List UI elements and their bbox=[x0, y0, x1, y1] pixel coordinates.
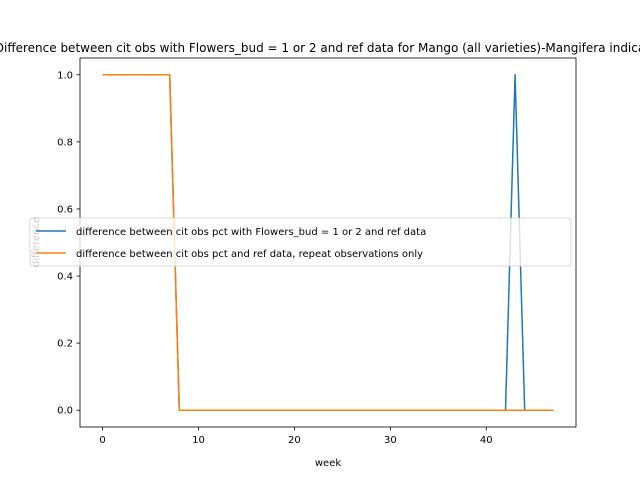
x-axis-ticks: 0 10 20 30 40 bbox=[99, 427, 493, 446]
x-tick-label: 30 bbox=[384, 435, 397, 446]
y-tick-label: 1.0 bbox=[57, 70, 73, 81]
chart-title: Difference between cit obs with Flowers_… bbox=[0, 41, 640, 55]
y-tick-label: 0.2 bbox=[57, 339, 73, 350]
y-tick-label: 0.8 bbox=[57, 137, 73, 148]
series-layer bbox=[102, 74, 554, 411]
legend-label-1: difference between cit obs pct with Flow… bbox=[76, 227, 426, 238]
y-tick-label: 0.4 bbox=[57, 272, 73, 283]
y-tick-label: 0.6 bbox=[57, 204, 73, 215]
x-tick-label: 20 bbox=[288, 435, 301, 446]
legend: difference between cit obs pct with Flow… bbox=[29, 217, 572, 267]
x-tick-label: 10 bbox=[192, 435, 205, 446]
x-tick-label: 0 bbox=[99, 435, 105, 446]
y-tick-label: 0.0 bbox=[57, 406, 73, 417]
legend-label-2: difference between cit obs pct and ref d… bbox=[76, 249, 423, 260]
series-line-2 bbox=[102, 74, 554, 411]
x-axis-label: week bbox=[315, 458, 341, 469]
x-tick-label: 40 bbox=[480, 435, 493, 446]
y-axis-ticks: 0.0 0.2 0.4 0.6 0.8 1.0 bbox=[57, 70, 80, 417]
legend-box bbox=[29, 217, 572, 267]
